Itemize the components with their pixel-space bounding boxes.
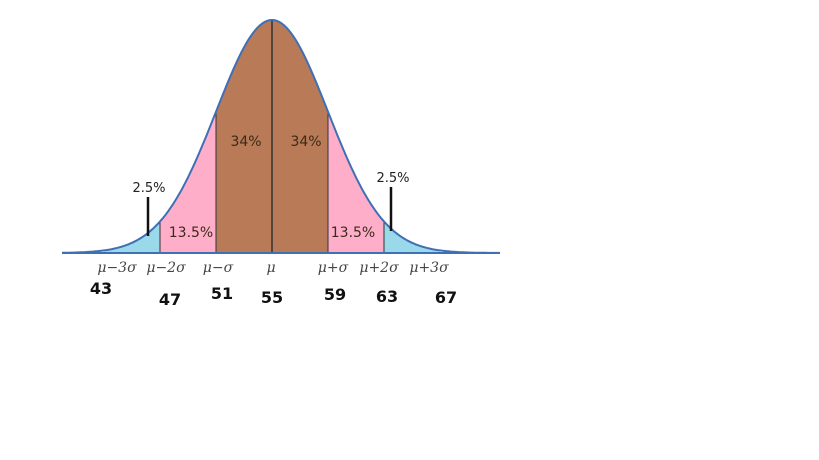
axis-symbol-plus-2: μ+2σ (359, 260, 399, 276)
axis-symbol-minus-2: μ−2σ (146, 260, 186, 276)
label-left-center: 34% (230, 134, 261, 150)
axis-value-67: 67 (435, 288, 457, 307)
label-left-middle: 13.5% (169, 225, 213, 241)
label-right-center: 34% (290, 134, 321, 150)
axis-value-59: 59 (324, 285, 346, 304)
region-left-tail-2 (104, 221, 160, 253)
region-right-tail-2 (384, 221, 440, 253)
axis-value-43: 43 (90, 279, 112, 298)
label-right-tail: 2.5% (376, 171, 409, 186)
axis-symbol-minus-1: μ−σ (203, 260, 234, 276)
axis-value-51: 51 (211, 284, 233, 303)
label-right-middle: 13.5% (331, 225, 375, 241)
axis-symbol-minus-3: μ−3σ (97, 260, 137, 276)
bell-curve-outline (62, 19, 500, 254)
axis-symbol-plus-1: μ+σ (318, 260, 349, 276)
axis-value-47: 47 (159, 290, 181, 309)
axis-symbol-mean: μ (266, 260, 275, 276)
axis-value-55: 55 (261, 288, 283, 307)
axis-symbol-plus-3: μ+3σ (409, 260, 449, 276)
axis-value-63: 63 (376, 287, 398, 306)
label-left-tail: 2.5% (132, 181, 165, 196)
